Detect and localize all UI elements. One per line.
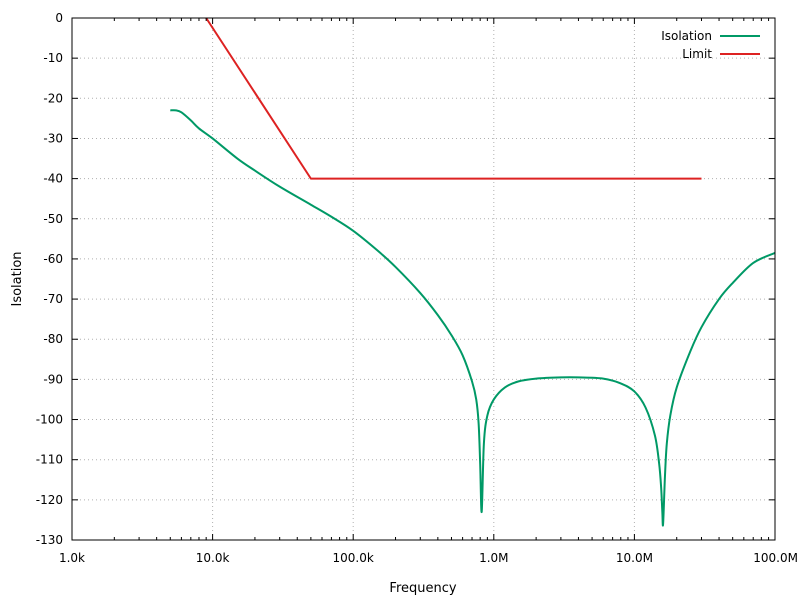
axis-ticks bbox=[71, 17, 776, 541]
y-tick-label: -40 bbox=[43, 172, 63, 186]
legend-label: Isolation bbox=[661, 29, 712, 43]
y-tick-label: -120 bbox=[36, 493, 63, 507]
grid bbox=[72, 18, 775, 540]
x-axis-tick-labels: 1.0k 10.0k 100.0k 1.0M 10.0M 100.0M bbox=[59, 551, 798, 565]
y-axis-tick-labels: 0 -10 -20 -30 -40 -50 -60 -70 -80 -90 -100 -110 -120… bbox=[36, 11, 63, 547]
plot-frame bbox=[71, 17, 776, 541]
x-tick-label: 1.0k bbox=[59, 551, 85, 565]
x-tick-label: 100.0M bbox=[753, 551, 798, 565]
y-tick-label: -30 bbox=[43, 131, 63, 145]
y-axis-title: Isolation bbox=[10, 251, 25, 306]
y-tick-label: 0 bbox=[55, 11, 63, 25]
x-tick-label: 100.0k bbox=[333, 551, 374, 565]
y-tick-label: -100 bbox=[36, 413, 63, 427]
legend: Isolation Limit bbox=[661, 29, 760, 61]
y-tick-label: -50 bbox=[43, 212, 63, 226]
x-tick-label: 10.0k bbox=[196, 551, 230, 565]
y-tick-label: -60 bbox=[43, 252, 63, 266]
y-tick-label: -130 bbox=[36, 533, 63, 547]
series-line-isolation bbox=[170, 109, 776, 527]
x-tick-label: 1.0M bbox=[479, 551, 508, 565]
legend-label: Limit bbox=[682, 47, 712, 61]
y-tick-label: -90 bbox=[43, 372, 63, 386]
series-line-limit bbox=[205, 17, 702, 180]
y-tick-label: -80 bbox=[43, 332, 63, 346]
y-tick-label: -20 bbox=[43, 91, 63, 105]
y-tick-label: -10 bbox=[43, 51, 63, 65]
x-axis-title: Frequency bbox=[389, 581, 456, 596]
y-tick-label: -110 bbox=[36, 453, 63, 467]
y-tick-label: -70 bbox=[43, 292, 63, 306]
plot-series bbox=[170, 17, 776, 527]
x-tick-label: 10.0M bbox=[616, 551, 653, 565]
